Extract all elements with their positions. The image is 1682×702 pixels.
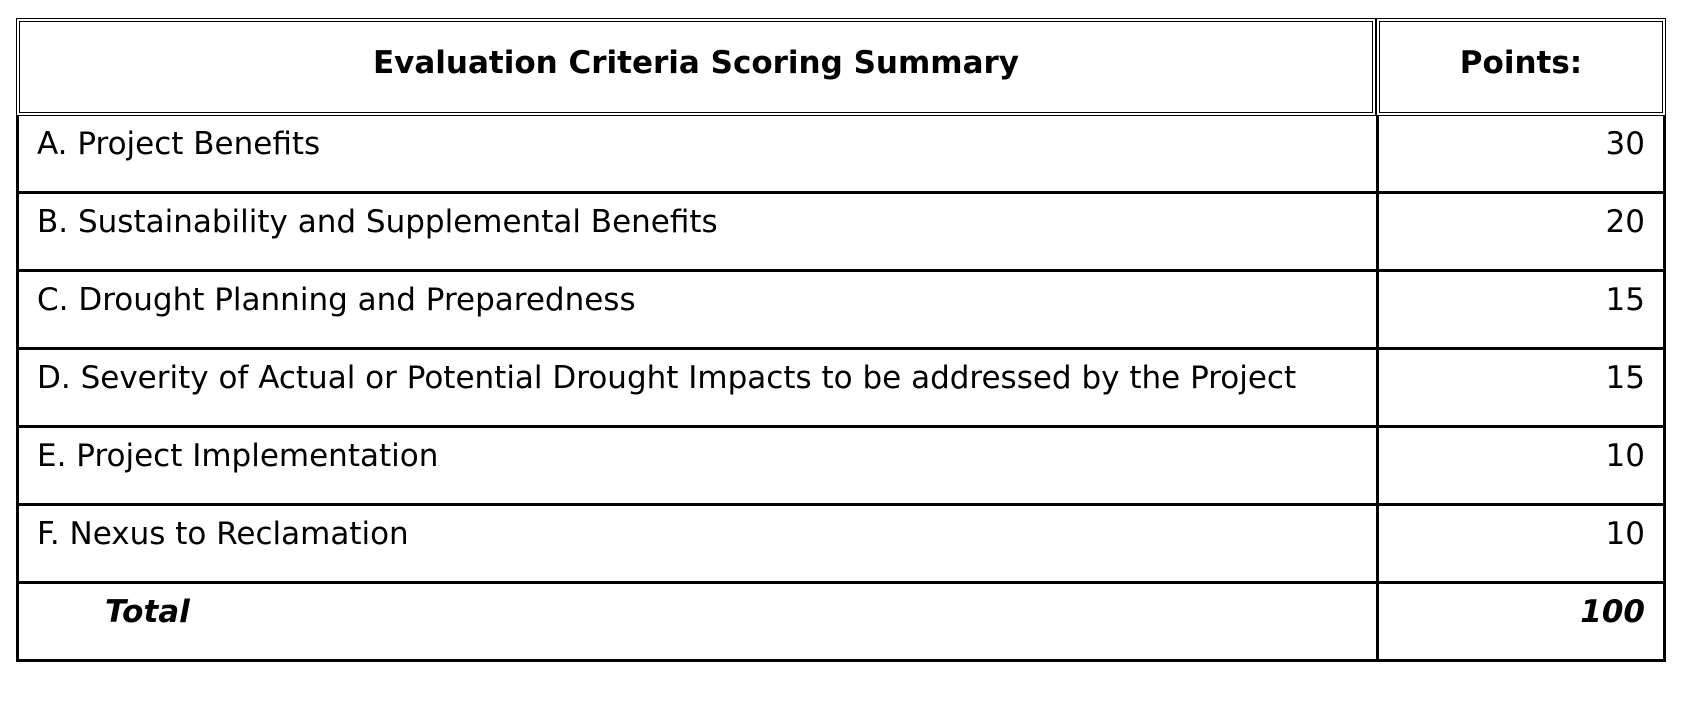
criteria-cell: E. Project Implementation [16,428,1376,506]
header-row: Evaluation Criteria Scoring Summary Poin… [16,18,1666,116]
header-points: Points: [1376,18,1666,116]
criteria-cell: Total [16,584,1376,662]
table-row: E. Project Implementation 10 [16,428,1666,506]
points-cell: 15 [1376,272,1666,350]
header-criteria: Evaluation Criteria Scoring Summary [16,18,1376,116]
points-cell: 100 [1376,584,1666,662]
table-container: Evaluation Criteria Scoring Summary Poin… [16,18,1666,662]
table-row: D. Severity of Actual or Potential Droug… [16,350,1666,428]
table-body: A. Project Benefits 30 B. Sustainability a… [16,116,1666,662]
scoring-table: Evaluation Criteria Scoring Summary Poin… [16,18,1666,662]
table-row: C. Drought Planning and Preparedness 15 [16,272,1666,350]
table-row: A. Project Benefits 30 [16,116,1666,194]
criteria-cell: F. Nexus to Reclamation [16,506,1376,584]
table-row: Total 100 [16,584,1666,662]
points-cell: 20 [1376,194,1666,272]
points-cell: 15 [1376,350,1666,428]
table-row: B. Sustainability and Supplemental Benef… [16,194,1666,272]
points-cell: 10 [1376,506,1666,584]
criteria-cell: A. Project Benefits [16,116,1376,194]
criteria-cell: C. Drought Planning and Preparedness [16,272,1376,350]
points-cell: 10 [1376,428,1666,506]
points-cell: 30 [1376,116,1666,194]
table-row: F. Nexus to Reclamation 10 [16,506,1666,584]
criteria-cell: B. Sustainability and Supplemental Benef… [16,194,1376,272]
criteria-cell: D. Severity of Actual or Potential Droug… [16,350,1376,428]
